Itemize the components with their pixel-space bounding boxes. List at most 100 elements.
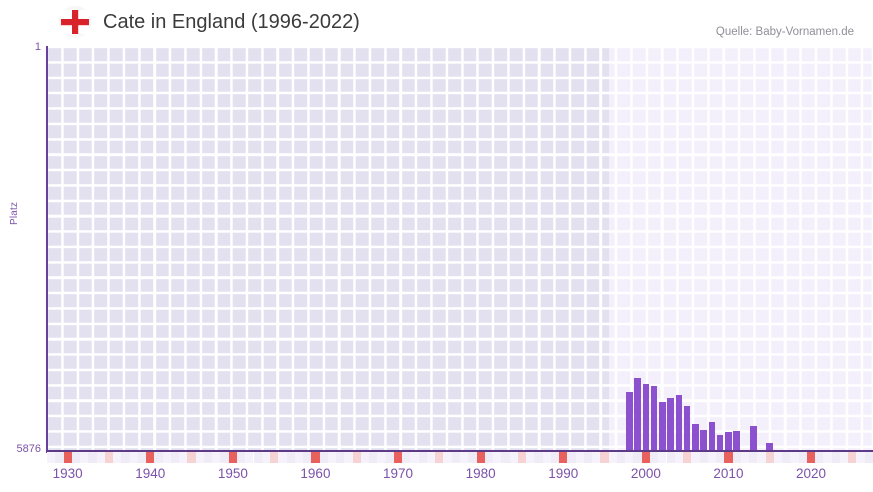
x-tick-cell <box>831 452 840 463</box>
x-tick-cell <box>616 452 626 463</box>
x-tick-cell <box>798 452 807 463</box>
bar <box>716 435 724 450</box>
x-tick-label: 1930 <box>52 466 83 481</box>
x-axis-tick-labels: 1930 1940 1950 1960 1970 1980 1990 2000 2010 2020 <box>0 463 873 492</box>
england-flag-icon <box>59 6 91 38</box>
x-tick-cell <box>666 452 675 463</box>
x-tick-cell <box>699 452 708 463</box>
x-tick-cell <box>509 452 518 463</box>
x-tick-major <box>393 452 403 463</box>
x-tick-cell <box>360 452 370 463</box>
x-tick-minor <box>352 452 361 463</box>
x-tick-cell <box>55 452 64 463</box>
x-tick-label: 1980 <box>465 466 496 481</box>
x-tick-label: 2000 <box>630 466 661 481</box>
x-tick-cell <box>732 452 741 463</box>
x-tick-cell <box>80 452 89 463</box>
x-tick-major <box>476 452 485 463</box>
x-tick-cell <box>592 452 601 463</box>
x-tick-cell <box>839 452 849 463</box>
x-tick-cell <box>236 452 246 463</box>
x-tick-cell <box>583 452 593 463</box>
x-tick-label: 1940 <box>135 466 166 481</box>
x-tick-cell <box>88 452 97 463</box>
x-tick-label: 1970 <box>383 466 414 481</box>
x-tick-major <box>641 452 650 463</box>
y-axis-title: Platz <box>9 201 20 225</box>
plot-gridlines <box>47 47 873 452</box>
x-tick-major <box>724 452 733 463</box>
bar <box>725 432 732 450</box>
x-tick-cell <box>47 452 56 463</box>
x-tick-major <box>559 452 568 463</box>
x-tick-cell <box>625 452 634 463</box>
x-tick-label: 2010 <box>713 466 744 481</box>
x-tick-major <box>228 452 237 463</box>
x-tick-cell <box>674 452 683 463</box>
x-tick-label: 2020 <box>796 466 827 481</box>
x-tick-cell <box>658 452 667 463</box>
x-tick-cell <box>707 452 717 463</box>
plot-area <box>47 47 873 452</box>
x-tick-cell <box>542 452 551 463</box>
bar <box>659 402 666 450</box>
x-tick-cell <box>426 452 436 463</box>
x-tick-cell <box>410 452 419 463</box>
bar <box>650 386 658 450</box>
x-tick-cell <box>170 452 180 463</box>
x-tick-cell <box>203 452 213 463</box>
x-tick-cell <box>575 452 584 463</box>
x-tick-cell <box>757 452 766 463</box>
bar-series <box>47 47 873 452</box>
x-tick-cell <box>303 452 312 463</box>
x-tick-minor <box>104 452 114 463</box>
x-tick-cell <box>245 452 254 463</box>
bar <box>733 431 740 450</box>
x-tick-cell <box>823 452 832 463</box>
x-tick-cell <box>782 452 791 463</box>
x-tick-cell <box>534 452 543 463</box>
x-tick-minor <box>435 452 444 463</box>
x-tick-cell <box>526 452 535 463</box>
x-tick-cell <box>567 452 576 463</box>
x-tick-minor <box>270 452 279 463</box>
y-tick-label-top: 1 <box>34 41 41 53</box>
chart-header: Cate in England (1996-2022) Quelle: Baby… <box>0 0 873 44</box>
x-tick-cell <box>691 452 700 463</box>
x-tick-cell <box>633 452 642 463</box>
source-attribution: Quelle: Baby-Vornamen.de <box>715 26 854 38</box>
x-tick-cell <box>278 452 287 463</box>
x-tick-major <box>63 452 72 463</box>
x-tick-major <box>146 452 155 463</box>
x-tick-cell <box>121 452 130 463</box>
bar <box>683 406 691 450</box>
x-tick-cell <box>451 452 460 463</box>
x-tick-cell <box>468 452 477 463</box>
x-tick-major <box>806 452 816 463</box>
bar <box>634 378 641 450</box>
x-tick-cell <box>649 452 659 463</box>
page-title: Cate in England (1996-2022) <box>103 11 360 33</box>
x-tick-cell <box>96 452 105 463</box>
bar <box>749 426 757 450</box>
x-tick-cell <box>212 452 221 463</box>
x-tick-cell <box>253 452 262 463</box>
x-tick-cell <box>749 452 758 463</box>
x-tick-cell <box>344 452 353 463</box>
x-axis-line <box>47 450 873 452</box>
bar <box>692 424 699 450</box>
x-tick-cell <box>501 452 510 463</box>
x-tick-cell <box>790 452 799 463</box>
x-tick-cell <box>608 452 617 463</box>
x-tick-cell <box>294 452 304 463</box>
x-tick-cell <box>129 452 138 463</box>
x-tick-cell <box>327 452 337 463</box>
x-tick-label: 1990 <box>548 466 579 481</box>
x-tick-cell <box>385 452 394 463</box>
x-tick-cell <box>195 452 204 463</box>
x-tick-label: 1960 <box>300 466 331 481</box>
x-tick-cell <box>484 452 494 463</box>
x-tick-cell <box>162 452 171 463</box>
x-tick-cell <box>773 452 783 463</box>
